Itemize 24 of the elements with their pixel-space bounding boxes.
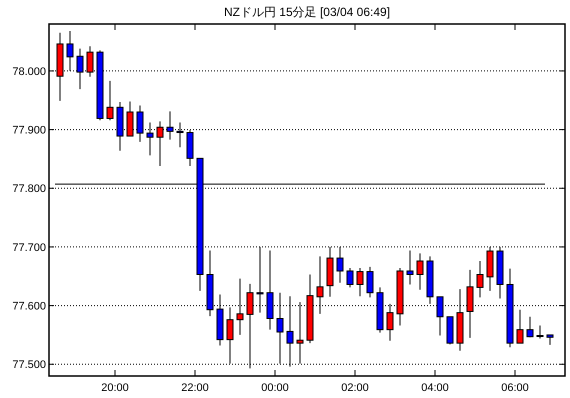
candlestick: [366, 266, 374, 298]
y-tick-label: 77.800: [12, 183, 46, 196]
candlestick: [346, 268, 354, 288]
candlestick: [106, 80, 114, 121]
candlestick: [546, 334, 554, 346]
chart-title: NZドル円 15分足 [03/04 06:49]: [224, 5, 390, 19]
candlestick: [526, 316, 534, 338]
x-tick-label: 06:00: [501, 382, 529, 394]
y-tick-label: 78.000: [12, 66, 46, 78]
x-tick-label: 00:00: [261, 382, 289, 394]
x-tick-label: 04:00: [421, 382, 449, 394]
y-tick-label: 77.600: [12, 300, 46, 312]
candlestick: [406, 250, 414, 285]
candlestick: [536, 325, 544, 339]
candlestick: [416, 252, 424, 290]
x-tick-label: 20:00: [101, 382, 129, 394]
candlestick: [356, 268, 364, 297]
y-tick-label: 77.900: [12, 124, 46, 136]
candlestick: [516, 309, 524, 344]
x-tick-label: 02:00: [341, 382, 369, 394]
x-tick-label: 22:00: [181, 382, 209, 394]
y-tick-label: 77.700: [12, 242, 46, 254]
y-tick-label: 77.500: [12, 359, 46, 372]
candlestick: [476, 260, 484, 298]
